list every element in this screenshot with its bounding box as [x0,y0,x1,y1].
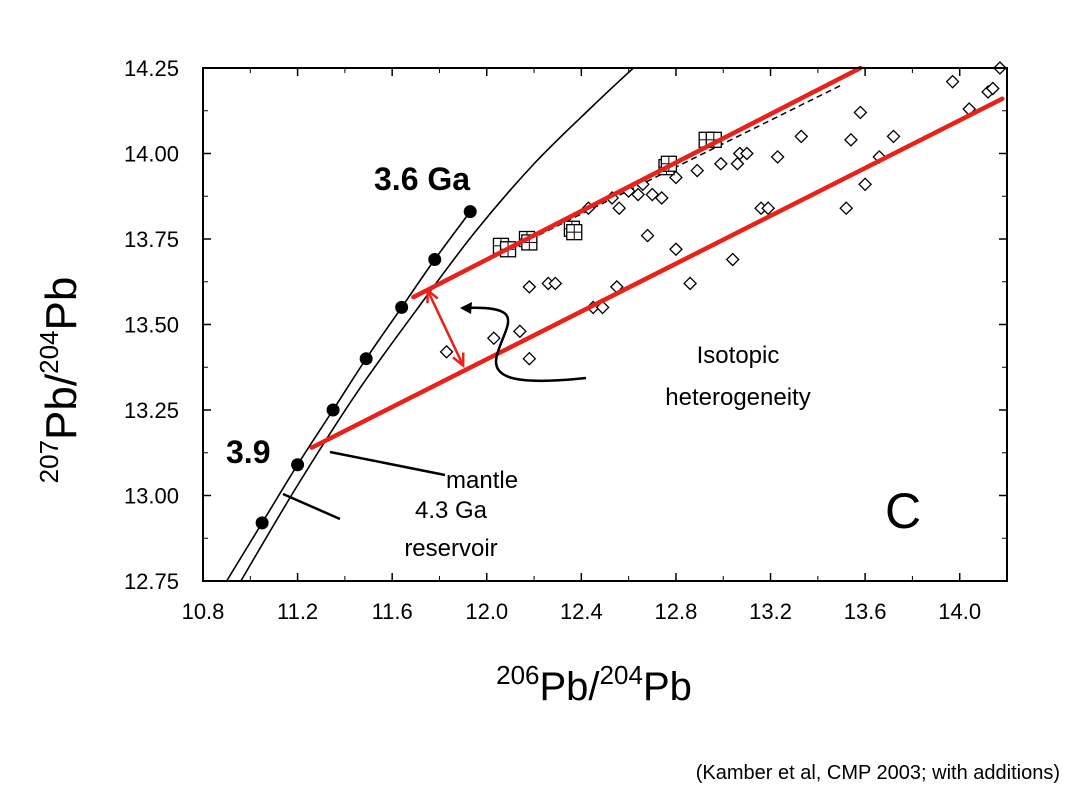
x-tick-label: 12.8 [655,599,698,624]
citation: (Kamber et al, CMP 2003; with additions) [695,762,1060,784]
x-tick-label: 11.2 [277,599,318,624]
diamond-point [761,201,776,216]
diamond-point [945,74,960,89]
heterogeneity-arrowhead-top [426,287,439,304]
diamond-point [522,279,537,294]
heterogeneity-arrowhead-bottom [452,352,465,369]
diamond-point [886,129,901,144]
y-tick-label: 14.00 [124,142,179,167]
y-tick-label: 13.25 [124,398,179,423]
mantle-label: mantle [446,467,518,494]
diamond-point [730,156,745,171]
age-label-3-6-ga: 3.6 Ga [374,161,470,197]
x-tick-label: 12.0 [465,599,508,624]
isotopic-label-line2: heterogeneity [665,384,810,411]
age-label-3-9: 3.9 [226,434,270,470]
diamond-point [985,81,1000,96]
diamond-point [839,201,854,216]
growth-curve-dot [291,458,305,472]
diamond-point [612,201,627,216]
diamond-point [669,242,683,257]
growth-curve-dot [255,516,269,530]
y-tick-label: 14.25 [124,56,179,81]
x-tick-label: 14.0 [938,599,981,624]
isotopic-pointer-arrowhead [460,302,472,314]
y-tick-label: 13.75 [124,227,179,252]
mantle-leader-line [329,450,446,477]
diamond-point [794,129,809,144]
x-tick-label: 13.6 [844,599,887,624]
red-line-lower [309,96,1005,450]
diamond-point [844,132,858,147]
isotopic-pointer-curve [461,306,587,383]
diamond-point [640,228,655,243]
reservoir-leader-line [282,492,341,521]
diamond-point [439,344,454,359]
diamond-point [713,156,728,171]
y-axis-title: 207Pb/204Pb [34,277,86,484]
diamond-point [654,191,669,205]
heterogeneity-arrow-line [426,289,465,367]
diamond-point [683,276,698,291]
axes-layer: 10.8 11.2 11.6 12.0 12.4 12.8 13.2 13.6 14.0 12.7… [124,56,1008,624]
points-layer [255,61,1007,530]
x-tick-label: 12.4 [560,599,603,624]
diamond-point [690,163,705,178]
growth-curve-dot [395,300,409,314]
reservoir-label-line2: reservoir [404,535,497,562]
x-tick-label: 10.8 [182,599,225,624]
diamond-point [522,351,537,366]
panel-label: C [885,483,921,539]
y-tick-label: 13.00 [124,484,179,509]
diamond-point [486,331,501,346]
diamond-point [770,150,785,164]
diamond-point [725,252,740,267]
y-tick-label: 12.75 [124,569,179,594]
diamond-point [739,146,754,161]
diamond-point [631,187,646,202]
diamond-point [858,177,873,192]
x-tick-label: 11.6 [372,599,413,624]
growth-curve-dot [326,403,340,417]
reservoir-label-line1: 4.3 Ga [415,497,488,524]
growth-curve-dot [359,352,373,366]
diamond-point [512,324,527,339]
curves-layer [225,68,842,581]
y-tick-label: 13.50 [124,313,179,338]
diamond-point [853,105,868,120]
x-tick-label: 13.2 [749,599,792,624]
growth-curve-dot [428,253,442,267]
diamond-point [548,276,563,291]
red-overlay-layer [309,65,1005,450]
x-axis-title: 206Pb/204Pb [496,660,692,709]
red-line-upper [411,65,863,300]
isotopic-label-line1: Isotopic [697,342,780,369]
growth-curve-dot [463,205,477,219]
